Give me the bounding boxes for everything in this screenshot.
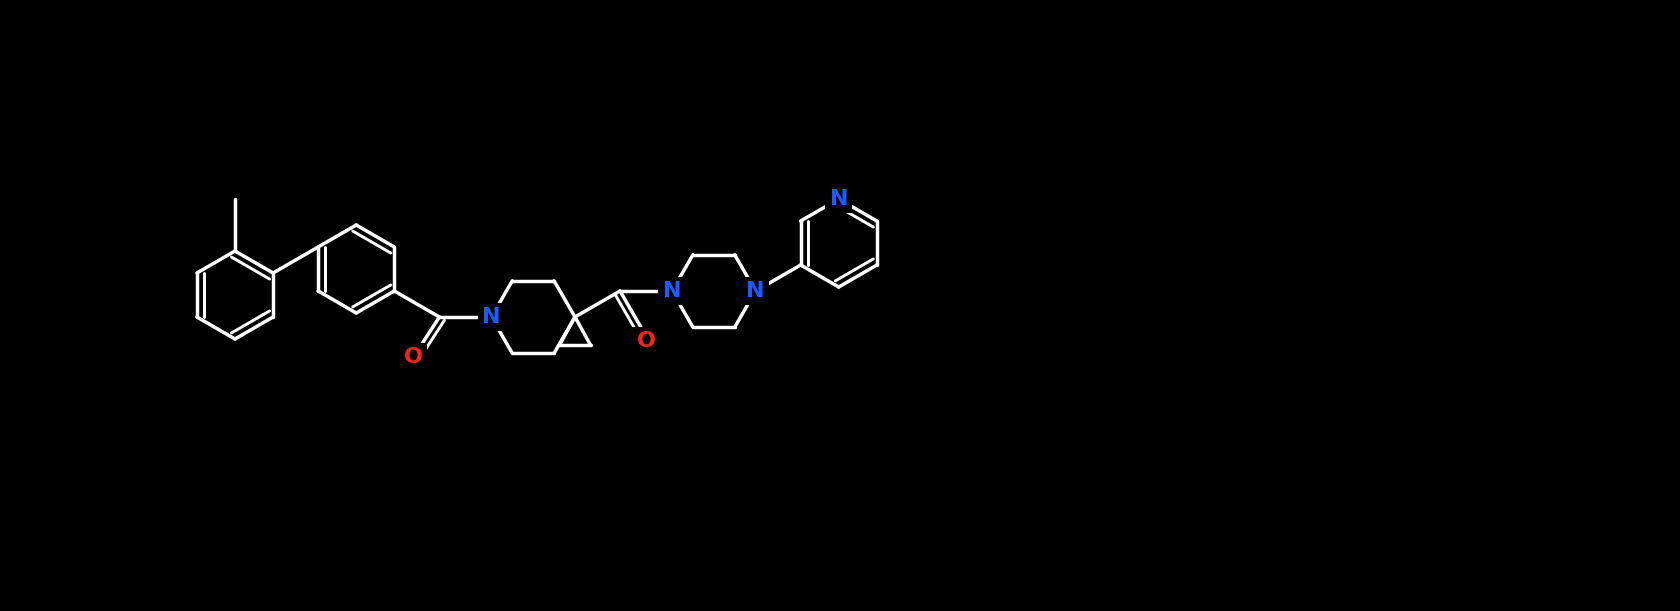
Text: N: N [482,307,501,327]
Text: O: O [403,347,423,367]
Text: N: N [830,189,848,209]
Text: N: N [746,281,764,301]
Text: N: N [664,281,682,301]
Text: O: O [637,331,655,351]
